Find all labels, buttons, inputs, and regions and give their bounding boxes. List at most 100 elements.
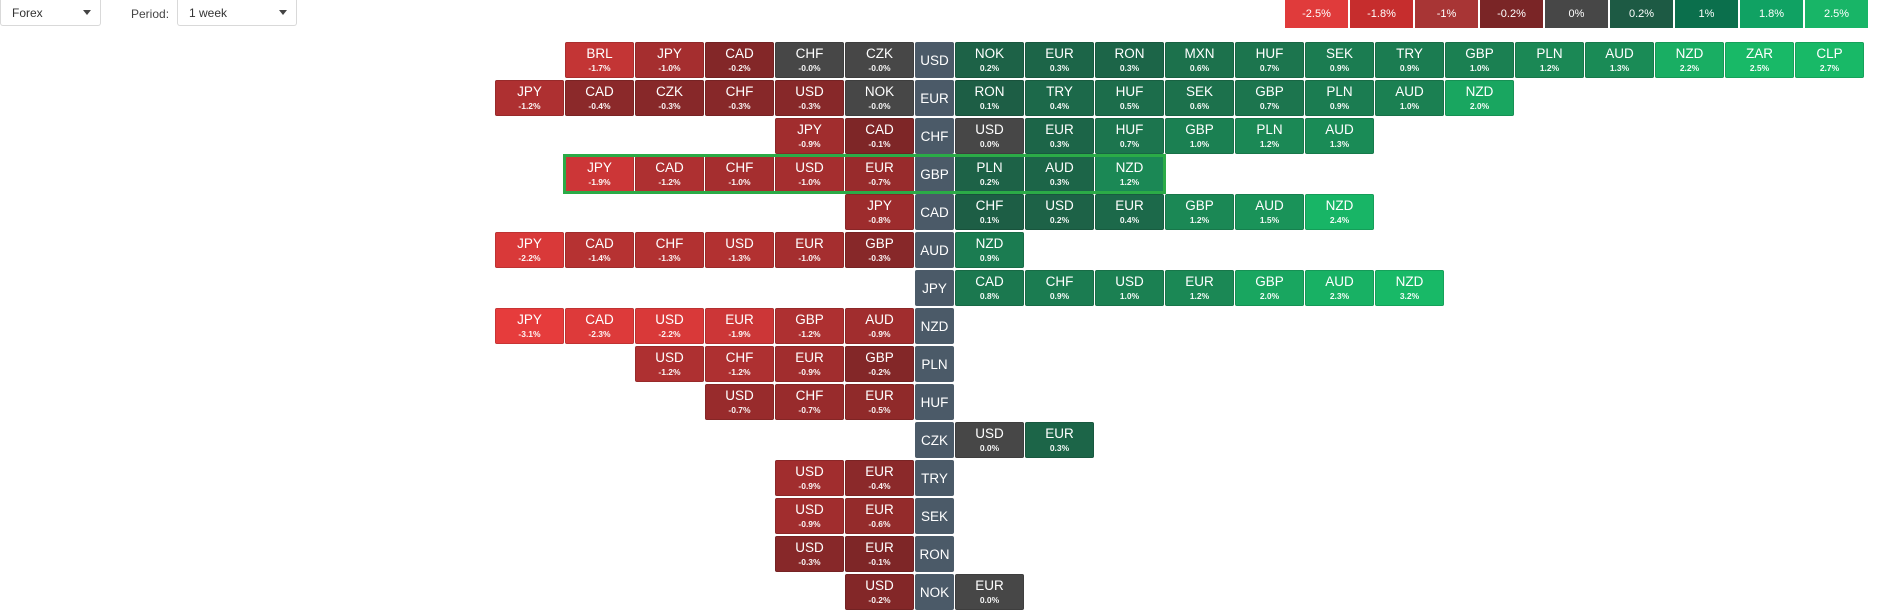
pair-tile-pln-chf[interactable]: CHF -1.2%: [705, 346, 774, 382]
pair-tile-gbp-chf[interactable]: CHF -1.0%: [705, 156, 774, 192]
pair-tile-eur-nzd[interactable]: NZD 2.0%: [1445, 80, 1514, 116]
pair-tile-nzd-jpy[interactable]: JPY -3.1%: [495, 308, 564, 344]
pair-tile-aud-usd[interactable]: USD -1.3%: [705, 232, 774, 268]
pair-tile-eur-ron[interactable]: RON 0.1%: [955, 80, 1024, 116]
pair-tile-gbp-usd[interactable]: USD -1.0%: [775, 156, 844, 192]
pair-tile-eur-sek[interactable]: SEK 0.6%: [1165, 80, 1234, 116]
market-select[interactable]: Forex: [0, 0, 101, 26]
pair-tile-usd-pln[interactable]: PLN 1.2%: [1515, 42, 1584, 78]
pair-tile-eur-chf[interactable]: CHF -0.3%: [705, 80, 774, 116]
pair-tile-aud-nzd[interactable]: NZD 0.9%: [955, 232, 1024, 268]
pair-currency-code: USD: [865, 578, 894, 593]
pair-tile-aud-gbp[interactable]: GBP -0.3%: [845, 232, 914, 268]
pair-tile-usd-nok[interactable]: NOK 0.2%: [955, 42, 1024, 78]
pair-tile-usd-sek[interactable]: SEK 0.9%: [1305, 42, 1374, 78]
pair-tile-usd-clp[interactable]: CLP 2.7%: [1795, 42, 1864, 78]
pair-tile-eur-huf[interactable]: HUF 0.5%: [1095, 80, 1164, 116]
pair-tile-ron-usd[interactable]: USD -0.3%: [775, 536, 844, 572]
pair-tile-jpy-usd[interactable]: USD 1.0%: [1095, 270, 1164, 306]
pair-tile-usd-gbp[interactable]: GBP 1.0%: [1445, 42, 1514, 78]
pair-tile-eur-jpy[interactable]: JPY -1.2%: [495, 80, 564, 116]
pair-tile-nzd-gbp[interactable]: GBP -1.2%: [775, 308, 844, 344]
pair-tile-chf-eur[interactable]: EUR 0.3%: [1025, 118, 1094, 154]
pair-tile-cad-jpy[interactable]: JPY -0.8%: [845, 194, 914, 230]
pair-tile-try-eur[interactable]: EUR -0.4%: [845, 460, 914, 496]
pair-tile-pln-usd[interactable]: USD -1.2%: [635, 346, 704, 382]
pair-tile-jpy-gbp[interactable]: GBP 2.0%: [1235, 270, 1304, 306]
pair-tile-chf-aud[interactable]: AUD 1.3%: [1305, 118, 1374, 154]
pair-tile-chf-usd[interactable]: USD 0.0%: [955, 118, 1024, 154]
pair-tile-huf-chf[interactable]: CHF -0.7%: [775, 384, 844, 420]
pair-tile-usd-mxn[interactable]: MXN 0.6%: [1165, 42, 1234, 78]
pair-tile-eur-usd[interactable]: USD -0.3%: [775, 80, 844, 116]
legend-cell: -2.5%: [1285, 0, 1348, 28]
pair-tile-eur-pln[interactable]: PLN 0.9%: [1305, 80, 1374, 116]
pair-tile-gbp-jpy[interactable]: JPY -1.9%: [565, 156, 634, 192]
pair-tile-aud-eur[interactable]: EUR -1.0%: [775, 232, 844, 268]
pair-tile-nok-eur[interactable]: EUR 0.0%: [955, 574, 1024, 610]
period-select[interactable]: 1 week: [177, 0, 297, 26]
pair-tile-eur-cad[interactable]: CAD -0.4%: [565, 80, 634, 116]
pair-tile-usd-try[interactable]: TRY 0.9%: [1375, 42, 1444, 78]
pair-tile-pln-eur[interactable]: EUR -0.9%: [775, 346, 844, 382]
pair-currency-code: NZD: [1675, 46, 1704, 61]
pair-tile-jpy-eur[interactable]: EUR 1.2%: [1165, 270, 1234, 306]
pair-tile-nzd-eur[interactable]: EUR -1.9%: [705, 308, 774, 344]
pair-change-percent: 2.5%: [1749, 63, 1770, 73]
pair-tile-nzd-usd[interactable]: USD -2.2%: [635, 308, 704, 344]
pair-tile-usd-brl[interactable]: BRL -1.7%: [565, 42, 634, 78]
pair-tile-usd-ron[interactable]: RON 0.3%: [1095, 42, 1164, 78]
pair-tile-jpy-aud[interactable]: AUD 2.3%: [1305, 270, 1374, 306]
pair-tile-aud-jpy[interactable]: JPY -2.2%: [495, 232, 564, 268]
pair-tile-huf-usd[interactable]: USD -0.7%: [705, 384, 774, 420]
pair-tile-eur-nok[interactable]: NOK -0.0%: [845, 80, 914, 116]
pair-tile-nzd-aud[interactable]: AUD -0.9%: [845, 308, 914, 344]
pair-tile-usd-zar[interactable]: ZAR 2.5%: [1725, 42, 1794, 78]
pair-tile-eur-gbp[interactable]: GBP 0.7%: [1235, 80, 1304, 116]
pair-change-percent: -0.4%: [868, 481, 891, 491]
pair-tile-chf-jpy[interactable]: JPY -0.9%: [775, 118, 844, 154]
pair-tile-usd-nzd[interactable]: NZD 2.2%: [1655, 42, 1724, 78]
pair-tile-usd-chf[interactable]: CHF -0.0%: [775, 42, 844, 78]
pair-tile-cad-nzd[interactable]: NZD 2.4%: [1305, 194, 1374, 230]
pair-change-percent: -0.2%: [868, 595, 891, 605]
pair-tile-chf-cad[interactable]: CAD -0.1%: [845, 118, 914, 154]
pair-tile-huf-eur[interactable]: EUR -0.5%: [845, 384, 914, 420]
pair-tile-jpy-cad[interactable]: CAD 0.8%: [955, 270, 1024, 306]
pair-tile-aud-chf[interactable]: CHF -1.3%: [635, 232, 704, 268]
pair-tile-gbp-pln[interactable]: PLN 0.2%: [955, 156, 1024, 192]
pair-tile-sek-usd[interactable]: USD -0.9%: [775, 498, 844, 534]
pair-tile-nzd-cad[interactable]: CAD -2.3%: [565, 308, 634, 344]
pair-tile-eur-czk[interactable]: CZK -0.3%: [635, 80, 704, 116]
pair-tile-chf-huf[interactable]: HUF 0.7%: [1095, 118, 1164, 154]
pair-tile-eur-aud[interactable]: AUD 1.0%: [1375, 80, 1444, 116]
pair-tile-chf-gbp[interactable]: GBP 1.0%: [1165, 118, 1234, 154]
pair-tile-gbp-eur[interactable]: EUR -0.7%: [845, 156, 914, 192]
pair-tile-usd-eur[interactable]: EUR 0.3%: [1025, 42, 1094, 78]
pair-tile-cad-gbp[interactable]: GBP 1.2%: [1165, 194, 1234, 230]
pair-tile-cad-eur[interactable]: EUR 0.4%: [1095, 194, 1164, 230]
pair-tile-cad-usd[interactable]: USD 0.2%: [1025, 194, 1094, 230]
pair-tile-usd-aud[interactable]: AUD 1.3%: [1585, 42, 1654, 78]
pair-tile-gbp-nzd[interactable]: NZD 1.2%: [1095, 156, 1164, 192]
pair-tile-jpy-chf[interactable]: CHF 0.9%: [1025, 270, 1094, 306]
pair-tile-gbp-aud[interactable]: AUD 0.3%: [1025, 156, 1094, 192]
pair-tile-ron-eur[interactable]: EUR -0.1%: [845, 536, 914, 572]
pair-tile-chf-pln[interactable]: PLN 1.2%: [1235, 118, 1304, 154]
pair-tile-eur-try[interactable]: TRY 0.4%: [1025, 80, 1094, 116]
pair-tile-aud-cad[interactable]: CAD -1.4%: [565, 232, 634, 268]
pair-tile-usd-huf[interactable]: HUF 0.7%: [1235, 42, 1304, 78]
pair-tile-sek-eur[interactable]: EUR -0.6%: [845, 498, 914, 534]
pair-tile-gbp-cad[interactable]: CAD -1.2%: [635, 156, 704, 192]
pair-tile-pln-gbp[interactable]: GBP -0.2%: [845, 346, 914, 382]
pair-tile-usd-czk[interactable]: CZK -0.0%: [845, 42, 914, 78]
pair-tile-czk-eur[interactable]: EUR 0.3%: [1025, 422, 1094, 458]
pair-tile-cad-chf[interactable]: CHF 0.1%: [955, 194, 1024, 230]
pair-tile-jpy-nzd[interactable]: NZD 3.2%: [1375, 270, 1444, 306]
pair-tile-cad-aud[interactable]: AUD 1.5%: [1235, 194, 1304, 230]
pair-tile-czk-usd[interactable]: USD 0.0%: [955, 422, 1024, 458]
pair-tile-nok-usd[interactable]: USD -0.2%: [845, 574, 914, 610]
pair-tile-usd-cad[interactable]: CAD -0.2%: [705, 42, 774, 78]
pair-tile-usd-jpy[interactable]: JPY -1.0%: [635, 42, 704, 78]
pair-tile-try-usd[interactable]: USD -0.9%: [775, 460, 844, 496]
